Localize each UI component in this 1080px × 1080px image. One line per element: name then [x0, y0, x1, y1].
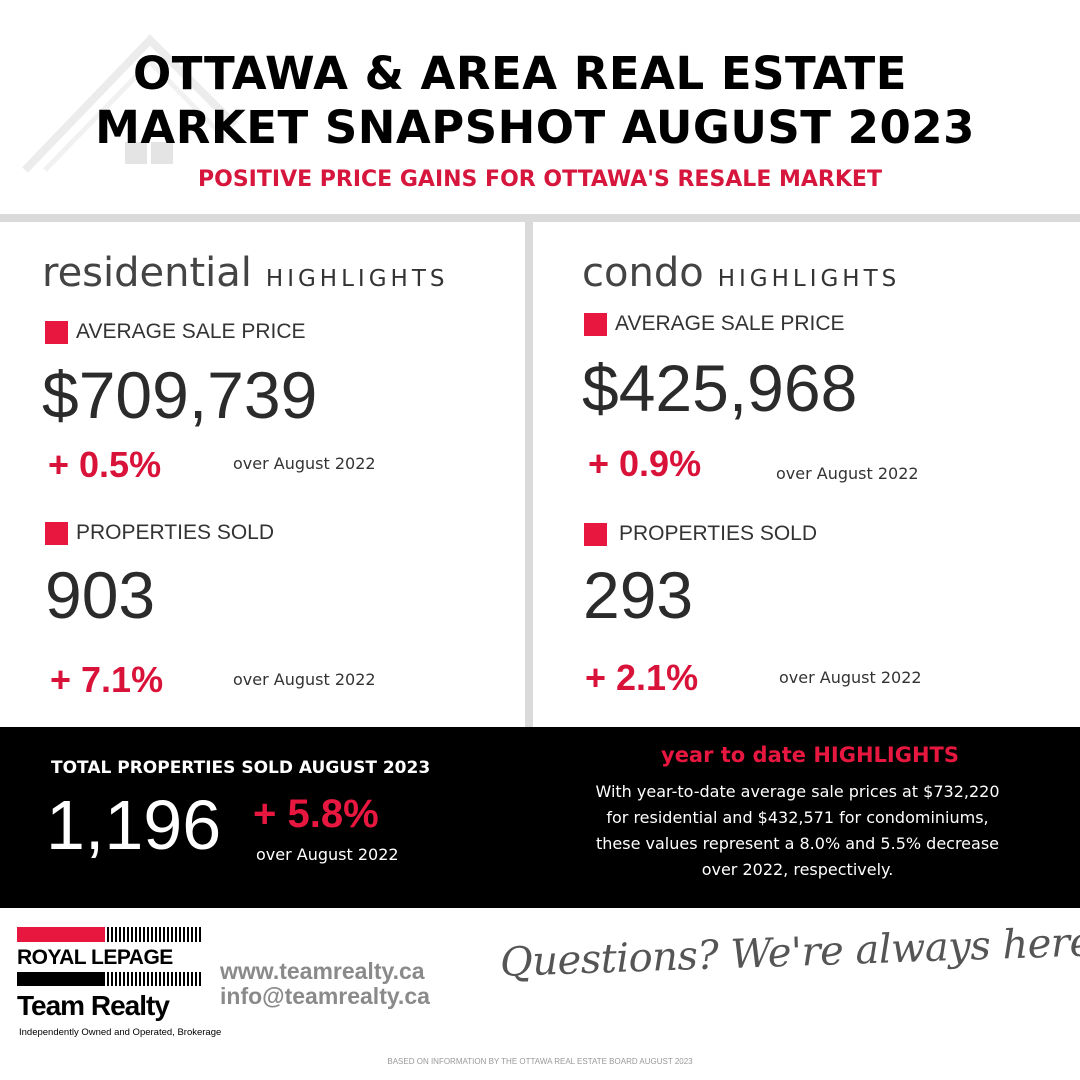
total-sold-over: over August 2022	[256, 845, 399, 864]
email-link[interactable]: info@teamrealty.ca	[220, 983, 430, 1009]
residential-sold-change: + 7.1%	[50, 659, 164, 700]
page-title-line2: MARKET SNAPSHOT AUGUST 2023	[95, 101, 975, 154]
condo-sold-label: PROPERTIES SOLD	[584, 522, 817, 546]
residential-avg-price-label: AVERAGE SALE PRICE	[45, 320, 306, 344]
red-square-icon	[45, 320, 68, 344]
residential-heading-tag: HIGHLIGHTS	[265, 266, 449, 292]
totals-band	[0, 727, 1080, 908]
total-sold-label: TOTAL PROPERTIES SOLD AUGUST 2023	[51, 758, 431, 778]
condo-avg-price-over: over August 2022	[776, 464, 919, 483]
page-subtitle: POSITIVE PRICE GAINS FOR OTTAWA'S RESALE…	[198, 167, 882, 192]
royal-lepage-logo: ROYAL LEPAGE Team Realty Independently O…	[17, 927, 221, 1041]
condo-heading-word: condo	[582, 250, 704, 296]
residential-sold-label-text: PROPERTIES SOLD	[76, 521, 275, 544]
residential-avg-price-change: + 0.5%	[48, 444, 162, 485]
contact-message: Questions? We're always here to help	[499, 914, 1080, 986]
residential-heading: residential HIGHLIGHTS	[42, 250, 448, 296]
source-footnote: BASED ON INFORMATION BY THE OTTAWA REAL …	[387, 1057, 693, 1066]
ytd-line3: these values represent a 8.0% and 5.5% d…	[595, 834, 1000, 853]
ytd-line1: With year-to-date average sale prices at…	[595, 782, 1000, 801]
residential-avg-price-over: over August 2022	[233, 454, 376, 473]
ytd-line4: over 2022, respectively.	[701, 860, 894, 879]
red-square-icon	[584, 312, 607, 336]
condo-avg-price-change: + 0.9%	[588, 443, 702, 484]
condo-sold-change: + 2.1%	[585, 657, 699, 698]
panel-divider	[525, 222, 533, 727]
logo-brand-text: ROYAL LEPAGE	[17, 946, 173, 969]
ytd-title: year to date HIGHLIGHTS	[661, 743, 959, 767]
condo-avg-price-label: AVERAGE SALE PRICE	[584, 312, 845, 336]
logo-team-text: Team Realty	[17, 990, 170, 1021]
logo-red-bar	[17, 927, 105, 942]
ytd-text: With year-to-date average sale prices at…	[560, 779, 1035, 883]
red-square-icon	[45, 521, 68, 545]
header-divider	[0, 214, 1080, 222]
residential-sold-value: 903	[45, 558, 156, 632]
condo-heading: condo HIGHLIGHTS	[582, 250, 900, 296]
ytd-line2: for residential and $432,571 for condomi…	[606, 808, 989, 827]
condo-sold-label-text: PROPERTIES SOLD	[619, 522, 818, 545]
residential-sold-over: over August 2022	[233, 670, 376, 689]
red-square-icon	[584, 522, 607, 546]
condo-sold-value: 293	[583, 558, 694, 632]
logo-black-bar	[17, 972, 105, 986]
condo-avg-price-value: $425,968	[582, 351, 858, 425]
total-sold-change: + 5.8%	[253, 792, 379, 836]
logo-stripes-bottom	[107, 972, 202, 986]
house-icon	[22, 34, 238, 173]
condo-avg-price-label-text: AVERAGE SALE PRICE	[615, 312, 845, 335]
logo-tagline: Independently Owned and Operated, Broker…	[19, 1027, 222, 1038]
condo-heading-tag: HIGHLIGHTS	[717, 266, 901, 292]
residential-heading-word: residential	[42, 250, 252, 296]
residential-sold-label: PROPERTIES SOLD	[45, 521, 274, 545]
residential-avg-price-label-text: AVERAGE SALE PRICE	[76, 320, 306, 343]
logo-stripes-top	[107, 927, 202, 942]
condo-sold-over: over August 2022	[779, 668, 922, 687]
page-title-line1: OTTAWA & AREA REAL ESTATE	[133, 47, 907, 100]
total-sold-value: 1,196	[46, 786, 222, 864]
residential-avg-price-value: $709,739	[42, 358, 318, 432]
website-link[interactable]: www.teamrealty.ca	[220, 958, 425, 984]
